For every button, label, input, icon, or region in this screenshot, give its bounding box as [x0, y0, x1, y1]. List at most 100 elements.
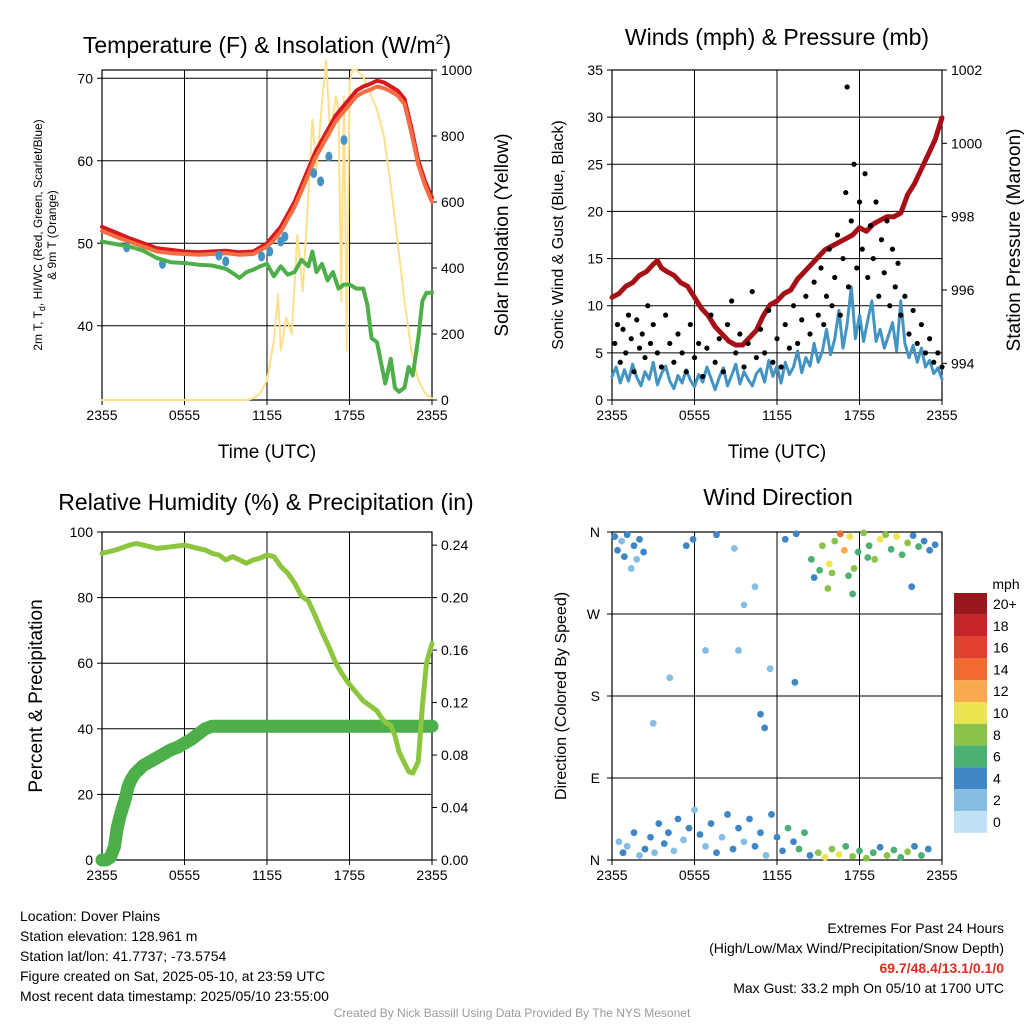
series-line-1 [99, 541, 435, 776]
direction-tick-label: N [590, 852, 600, 868]
direction-point [931, 541, 939, 549]
y-left-tick-label: 40 [77, 318, 93, 334]
direction-point [618, 537, 626, 545]
direction-point [641, 845, 649, 853]
series-line-0 [610, 285, 944, 392]
gust-point [774, 336, 780, 342]
y-axis-label: Direction (Colored By Speed) [553, 592, 570, 800]
direction-point [620, 553, 628, 560]
direction-point [724, 811, 731, 818]
direction-point [828, 845, 836, 853]
direction-point [846, 533, 854, 540]
direction-point [630, 542, 638, 550]
x-tick-label: 0555 [679, 867, 710, 883]
gust-point [753, 354, 759, 361]
series-line-4 [100, 239, 434, 394]
direction-point [614, 546, 621, 554]
gust-point [647, 340, 654, 347]
direction-point [801, 829, 808, 837]
direction-point [666, 674, 674, 682]
direction-point [790, 838, 797, 846]
direction-point [630, 829, 638, 837]
direction-point [864, 554, 872, 561]
direction-point [636, 535, 643, 543]
extremes-values: 69.7/48.4/13.1/0.1/0 [879, 960, 1004, 976]
gust-point [862, 171, 868, 177]
gust-point [867, 222, 874, 229]
y-left-tick-label: 15 [587, 251, 603, 267]
direction-point [818, 542, 826, 550]
direction-point [904, 539, 912, 547]
direction-point [779, 847, 786, 855]
blue-temp-point [215, 250, 223, 261]
direction-point [636, 852, 643, 859]
legend-label: 16 [993, 640, 1009, 656]
gust-point [628, 336, 634, 342]
direction-point [865, 542, 873, 550]
y-right-tick-label: 0.04 [441, 800, 468, 816]
gust-point [790, 303, 797, 309]
gust-point [671, 359, 677, 365]
direction-point [814, 849, 822, 857]
series-line-0 [101, 59, 433, 401]
gust-point [642, 354, 648, 361]
direction-point [702, 647, 709, 654]
y-left-tick-label: 5 [595, 345, 603, 361]
blue-temp-point [266, 246, 274, 257]
humidity-precipitation-chart: 2355 0555 1155 1755 23550204060801000.000.04… [26, 489, 474, 883]
legend-swatch [954, 811, 987, 833]
y-axis-label: 2m T, Td, HI/WC (Red, Green, Scarlet/Blu… [31, 119, 47, 350]
y-axis-label: Percent & Precipitation [26, 599, 47, 792]
series-line-2 [100, 84, 434, 257]
y-right-tick-label: 400 [441, 260, 465, 276]
direction-point [856, 847, 863, 855]
gust-point [859, 246, 865, 252]
gust-point [829, 303, 835, 309]
gust-point [906, 331, 912, 337]
direction-point [845, 572, 852, 580]
legend-swatch [954, 680, 987, 702]
legend-label: 0 [993, 814, 1001, 830]
extremes-info: Extremes For Past 24 Hours (High/Low/Max… [709, 918, 1004, 998]
gust-point [620, 326, 626, 332]
chart-title: Winds (mph) & Pressure (mb) [625, 24, 929, 50]
legend-swatch [954, 702, 987, 724]
x-tick-label: 0555 [169, 407, 200, 423]
gust-point [902, 293, 908, 299]
direction-point [824, 585, 832, 592]
x-tick-label: 1755 [334, 867, 365, 883]
direction-point [718, 833, 726, 841]
gust-point [876, 293, 882, 299]
direction-point [883, 852, 891, 859]
gust-point [840, 255, 846, 262]
direction-point [849, 590, 857, 598]
direction-point [831, 537, 839, 545]
gust-point [712, 359, 718, 365]
y-left-tick-label: 30 [587, 109, 603, 125]
blue-temp-point [258, 251, 265, 262]
gust-point [675, 331, 681, 337]
gust-point [922, 350, 929, 356]
direction-point [926, 546, 934, 554]
gust-point [749, 288, 755, 295]
gust-point [887, 303, 893, 309]
direction-point [682, 542, 690, 550]
direction-point [849, 852, 857, 860]
direction-point [696, 831, 704, 838]
y-right-tick-label: 0.08 [441, 747, 468, 763]
direction-point [615, 838, 623, 846]
direction-point [623, 531, 631, 539]
direction-point [816, 566, 824, 574]
blue-temp-point [317, 176, 325, 187]
series-line-1 [609, 115, 945, 348]
direction-point [924, 845, 932, 853]
gust-point [832, 274, 838, 281]
gust-point [848, 218, 854, 224]
direction-point [915, 543, 923, 550]
chart-title: Relative Humidity (%) & Precipitation (i… [58, 489, 473, 515]
direction-point [751, 842, 759, 850]
credit-text: Created By Nick Bassill Using Data Provi… [333, 1006, 691, 1020]
gust-point [687, 321, 693, 328]
x-tick-label: 0555 [679, 407, 710, 423]
direction-point [904, 848, 912, 856]
